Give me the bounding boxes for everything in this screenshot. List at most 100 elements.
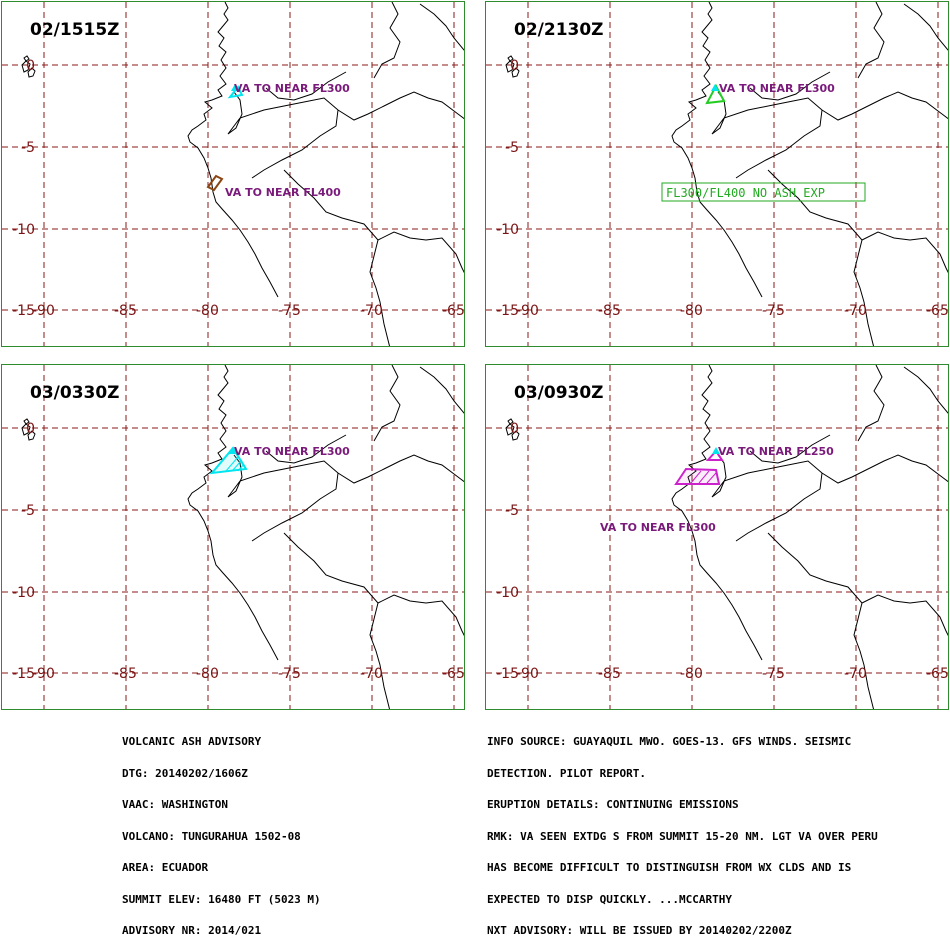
volcano-triangle-icon — [712, 447, 720, 454]
coast-line — [749, 434, 831, 464]
lat-tick-label: -5 — [21, 140, 35, 156]
coastline — [187, 2, 464, 346]
lon-tick-label: -75 — [762, 303, 785, 319]
lon-tick-label: -70 — [360, 303, 383, 319]
ash-cloud-polygon — [209, 446, 248, 475]
no-ash-label: FL300/FL400 NO ASH EXP — [666, 186, 825, 200]
coast-line — [857, 365, 885, 442]
panel-time: 03/0930Z — [514, 383, 604, 403]
advisory-line: RMK: VA SEEN EXTDG S FROM SUMMIT 15-20 N… — [487, 829, 878, 843]
lon-tick-label: -90 — [32, 666, 55, 682]
ash-cloud-polygon — [227, 85, 244, 99]
lon-tick-label: -85 — [598, 303, 621, 319]
island-outline — [21, 423, 31, 436]
lat-tick-label: -10 — [496, 222, 519, 238]
coast-line — [251, 109, 339, 179]
island-outline — [27, 430, 36, 441]
map-canvas-4: -90 -85 -80 -75 -70 -65 0 -5 -10 -15 VA TO NEAR F… — [486, 365, 949, 709]
forecast-panel-1: -90 -85 -80 -75 -70 -65 0 -5 -10 -15 VA TO NEAR F… — [1, 1, 465, 347]
grid-lines — [2, 365, 464, 709]
coast-line — [767, 532, 875, 709]
lon-tick-label: -80 — [196, 666, 219, 682]
advisory-line: AREA: ECUADOR — [122, 861, 209, 874]
lon-tick-label: -85 — [598, 666, 621, 682]
lat-tick-label: -5 — [505, 140, 519, 156]
lat-tick-label: 0 — [510, 421, 519, 437]
lon-tick-label: -85 — [114, 666, 137, 682]
coast-line — [373, 365, 401, 442]
lat-tick-label: 0 — [510, 58, 519, 74]
coastline — [671, 365, 948, 709]
va-label: VA TO NEAR FL300 — [234, 82, 350, 95]
lat-tick-label: -5 — [21, 503, 35, 519]
island-outline — [27, 67, 36, 78]
galapagos-islands — [505, 418, 520, 441]
coast-line — [671, 2, 763, 298]
panel-time: 02/1515Z — [30, 20, 120, 40]
lon-tick-label: -90 — [516, 666, 539, 682]
axis-ticks: -90 -85 -80 -75 -70 -65 0 -5 -10 -15 — [12, 421, 465, 682]
grid-lines — [2, 2, 464, 346]
lat-tick-label: -15 — [12, 666, 35, 682]
island-outline — [511, 430, 520, 441]
ash-cloud-polygon — [705, 449, 724, 461]
va-label: VA TO NEAR FL300 — [719, 82, 835, 95]
coast-line — [903, 3, 948, 51]
lon-tick-label: -75 — [762, 666, 785, 682]
lon-tick-label: -80 — [680, 303, 703, 319]
lon-tick-label: -90 — [32, 303, 55, 319]
ash-cloud-polygon — [705, 83, 726, 105]
coast-line — [749, 71, 831, 101]
volcano-triangle-icon — [711, 84, 719, 91]
lat-tick-label: -5 — [505, 503, 519, 519]
advisory-line: SUMMIT ELEV: 16480 FT (5023 M) — [122, 892, 321, 906]
island-outline — [505, 60, 515, 73]
grid-lines — [486, 365, 948, 709]
lon-tick-label: -65 — [926, 303, 949, 319]
coastline — [671, 2, 948, 346]
forecast-panel-3: -90 -85 -80 -75 -70 -65 0 -5 -10 -15 VA TO NEAR F… — [1, 364, 465, 710]
advisory-line: ERUPTION DETAILS: CONTINUING EMISSIONS — [487, 798, 739, 811]
island-outline — [505, 423, 515, 436]
map-canvas-2: -90 -85 -80 -75 -70 -65 0 -5 -10 -15 VA TO NEAR F… — [486, 2, 949, 346]
map-canvas-1: -90 -85 -80 -75 -70 -65 0 -5 -10 -15 VA TO NEAR F… — [2, 2, 464, 346]
coast-line — [671, 365, 763, 661]
va-label: VA TO NEAR FL400 — [225, 186, 341, 199]
coast-line — [227, 91, 464, 135]
advisory-line: NXT ADVISORY: WILL BE ISSUED BY 20140202… — [487, 924, 792, 937]
coast-line — [711, 91, 948, 135]
lon-tick-label: -80 — [196, 303, 219, 319]
panel-time: 03/0330Z — [30, 383, 120, 403]
axis-ticks: -90 -85 -80 -75 -70 -65 0 -5 -10 -15 — [496, 58, 949, 319]
advisory-line: DETECTION. PILOT REPORT. — [487, 766, 646, 780]
lon-tick-label: -70 — [360, 666, 383, 682]
coast-line — [711, 454, 948, 498]
lat-tick-label: -15 — [12, 303, 35, 319]
map-canvas-3: -90 -85 -80 -75 -70 -65 0 -5 -10 -15 VA TO NEAR F… — [2, 365, 465, 709]
advisory-line: INFO SOURCE: GUAYAQUIL MWO. GOES-13. GFS… — [487, 735, 852, 748]
galapagos-islands — [21, 55, 36, 78]
coast-line — [735, 472, 823, 542]
coast-line — [251, 472, 339, 542]
advisory-header-block: VOLCANIC ASH ADVISORY DTG: 20140202/1606… — [122, 716, 321, 947]
axis-ticks: -90 -85 -80 -75 -70 -65 0 -5 -10 -15 — [496, 421, 949, 682]
island-outline — [511, 67, 520, 78]
coast-line — [419, 366, 464, 414]
island-outline — [23, 418, 30, 425]
lon-tick-label: -70 — [844, 666, 867, 682]
galapagos-islands — [505, 55, 520, 78]
lon-tick-label: -75 — [278, 666, 301, 682]
axis-ticks: -90 -85 -80 -75 -70 -65 0 -5 -10 -15 — [12, 58, 464, 319]
va-label: VA TO NEAR FL250 — [718, 445, 834, 458]
lon-tick-label: -70 — [844, 303, 867, 319]
coast-line — [861, 231, 948, 274]
coast-line — [283, 532, 391, 709]
island-outline — [507, 55, 514, 62]
coast-line — [265, 71, 347, 101]
grid-lines — [486, 2, 948, 346]
lat-tick-label: -10 — [12, 222, 35, 238]
lon-tick-label: -65 — [442, 666, 465, 682]
coast-line — [187, 365, 279, 661]
coast-line — [227, 454, 464, 498]
lon-tick-label: -65 — [926, 666, 949, 682]
